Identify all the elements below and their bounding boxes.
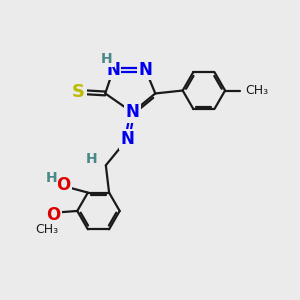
Text: O: O xyxy=(46,206,60,224)
Text: H: H xyxy=(101,52,112,66)
Text: N: N xyxy=(106,61,120,79)
Text: S: S xyxy=(72,83,85,101)
Text: CH₃: CH₃ xyxy=(36,223,59,236)
Text: H: H xyxy=(86,152,98,166)
Text: N: N xyxy=(139,61,152,79)
Text: N: N xyxy=(125,103,139,121)
Text: O: O xyxy=(56,176,70,194)
Text: CH₃: CH₃ xyxy=(246,84,269,97)
Text: N: N xyxy=(120,130,134,148)
Text: H: H xyxy=(46,171,57,185)
